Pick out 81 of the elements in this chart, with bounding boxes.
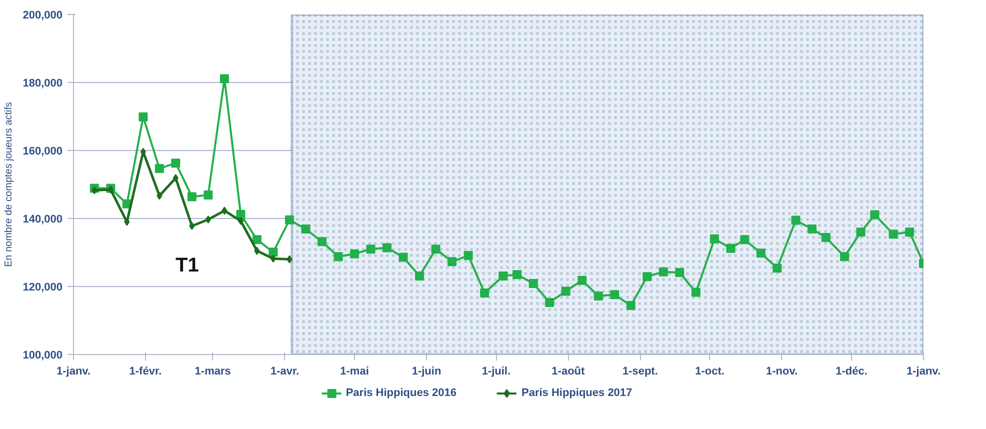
point — [464, 251, 473, 260]
x-tick-label: 1-oct. — [695, 366, 725, 378]
y-axis-title: En nombre de comptes joueurs actifs — [4, 102, 15, 268]
point — [498, 271, 508, 280]
point — [284, 215, 294, 224]
point — [156, 192, 162, 200]
x-tick-label: 1-févr. — [129, 366, 162, 378]
point — [905, 228, 914, 237]
point — [740, 235, 750, 244]
point — [172, 174, 179, 182]
point — [808, 224, 817, 234]
point — [268, 248, 278, 257]
point — [236, 210, 246, 219]
point — [512, 270, 522, 280]
legend-label: Paris Hippiques 2016 — [346, 387, 456, 399]
point — [238, 216, 244, 225]
point — [710, 234, 719, 244]
x-tick-label: 1-déc. — [836, 366, 868, 378]
point — [204, 190, 213, 200]
point — [366, 244, 376, 254]
point — [658, 267, 668, 276]
x-tick-label: 1-sept. — [622, 366, 658, 378]
y-tick-label: 100,000 — [22, 350, 63, 362]
point — [189, 222, 195, 230]
point — [545, 298, 554, 307]
point — [726, 244, 736, 253]
x-tick-label: 1-août — [552, 366, 586, 378]
y-tick-label: 200,000 — [22, 10, 63, 22]
point — [154, 164, 164, 174]
point — [888, 230, 898, 239]
point — [480, 288, 490, 298]
point — [382, 243, 392, 252]
x-tick-label: 1-avr. — [270, 366, 300, 378]
point — [840, 252, 850, 262]
point — [398, 252, 408, 262]
point — [448, 257, 457, 266]
point — [642, 272, 652, 282]
point — [252, 235, 262, 244]
point — [138, 112, 148, 122]
annotation: T1 — [176, 254, 199, 276]
y-tick-label: 140,000 — [22, 214, 63, 226]
point — [821, 233, 830, 242]
point — [610, 290, 620, 300]
y-tick-label: 120,000 — [22, 282, 63, 294]
x-tick-label: 1-juin — [412, 366, 442, 378]
point — [286, 255, 292, 264]
point — [626, 301, 636, 310]
x-tick-label: 1-janv. — [56, 366, 91, 378]
y-tick-label: 180,000 — [22, 78, 63, 90]
point — [187, 192, 196, 202]
point — [870, 210, 880, 220]
point — [772, 264, 782, 273]
point — [528, 278, 538, 288]
point — [791, 216, 800, 225]
point — [317, 237, 326, 246]
point — [431, 244, 440, 254]
point — [92, 186, 98, 194]
point — [220, 74, 229, 84]
y-tick-label: 160,000 — [22, 146, 63, 158]
point — [254, 246, 260, 255]
point — [270, 254, 276, 263]
point — [756, 248, 766, 258]
point — [561, 286, 570, 296]
point — [222, 206, 228, 215]
point — [301, 224, 310, 234]
point — [334, 252, 343, 262]
x-tick-label: 1-mai — [340, 366, 369, 378]
legend-label: Paris Hippiques 2017 — [522, 387, 632, 399]
x-tick-label: 1-nov. — [766, 366, 798, 378]
point — [675, 268, 684, 278]
x-tick-label: 1-juil. — [482, 366, 511, 378]
point — [171, 158, 180, 168]
x-tick-label: 1-janv. — [906, 366, 941, 378]
point — [594, 292, 603, 301]
x-tick-label: 1-mars — [194, 366, 231, 378]
point — [691, 288, 700, 297]
point — [578, 276, 587, 285]
point — [205, 216, 212, 224]
point — [415, 271, 424, 280]
point — [856, 228, 866, 237]
point — [350, 249, 360, 258]
